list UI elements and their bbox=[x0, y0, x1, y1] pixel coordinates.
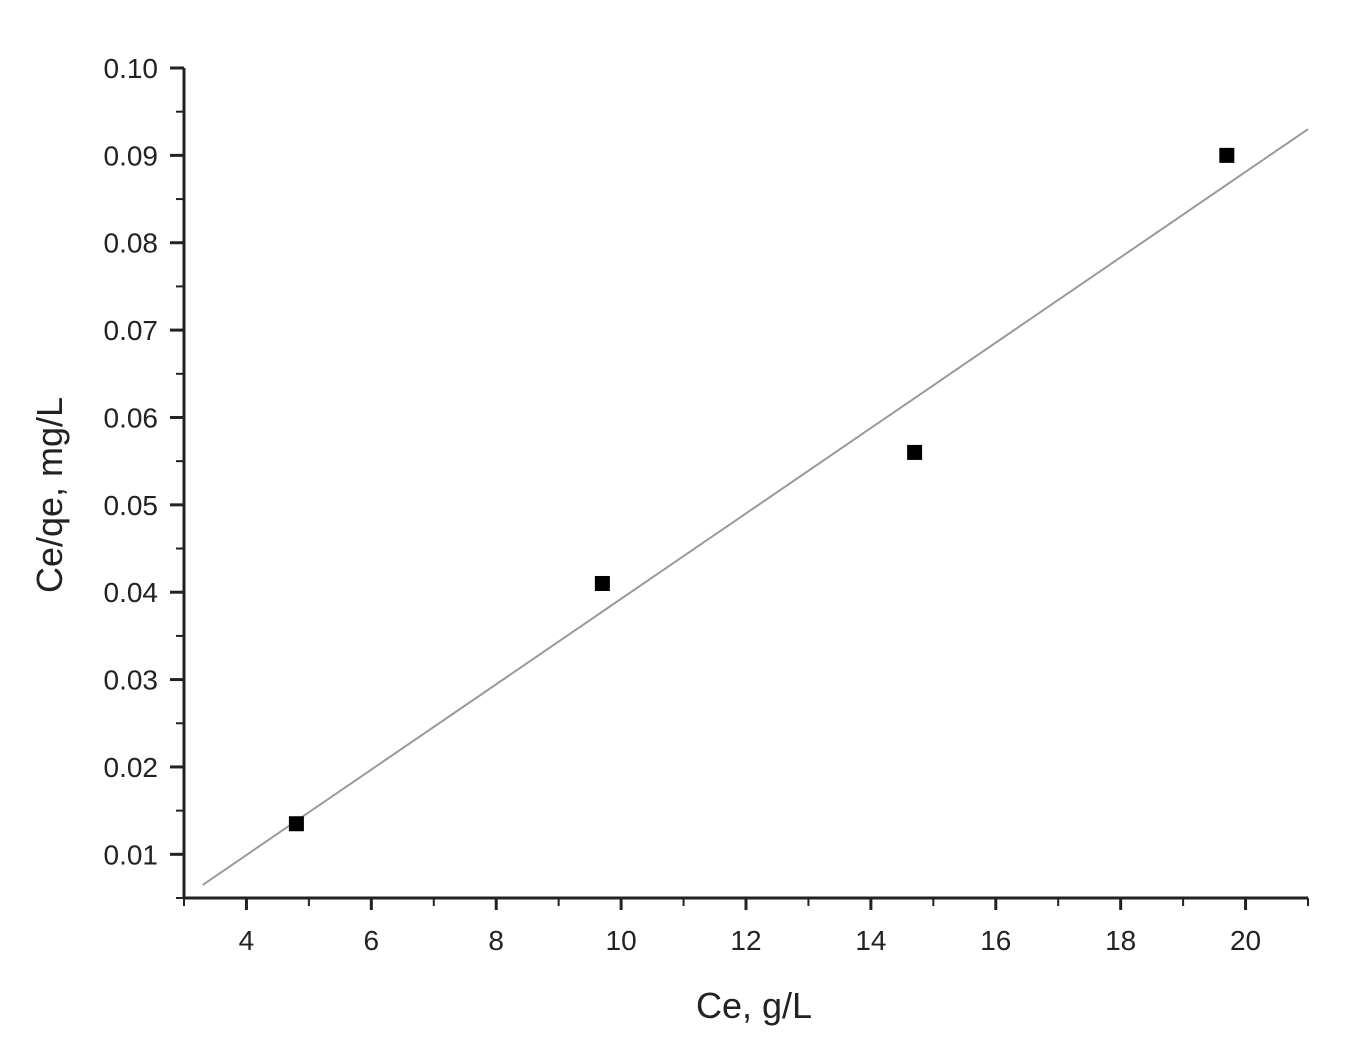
x-tick-label: 12 bbox=[730, 925, 761, 956]
y-tick-label: 0.03 bbox=[104, 665, 159, 696]
data-point bbox=[594, 575, 610, 591]
x-axis-title: Ce, g/L bbox=[696, 985, 812, 1026]
data-points bbox=[288, 147, 1235, 832]
y-axis-title: Ce/qe, mg/L bbox=[29, 397, 70, 593]
x-tick-label: 16 bbox=[980, 925, 1011, 956]
x-tick-label: 18 bbox=[1105, 925, 1136, 956]
fit-line bbox=[202, 128, 1309, 886]
y-tick-label: 0.08 bbox=[104, 228, 159, 259]
y-tick-label: 0.02 bbox=[104, 752, 159, 783]
x-tick-label: 14 bbox=[855, 925, 886, 956]
y-tick-label: 0.01 bbox=[104, 839, 159, 870]
y-tick-label: 0.04 bbox=[104, 577, 159, 608]
fit-line-group bbox=[202, 128, 1309, 886]
x-tick-label: 10 bbox=[606, 925, 637, 956]
y-tick-label: 0.06 bbox=[104, 402, 159, 433]
x-tick-label: 20 bbox=[1230, 925, 1261, 956]
y-tick-label: 0.05 bbox=[104, 490, 159, 521]
y-tick-label: 0.07 bbox=[104, 315, 159, 346]
x-tick-label: 6 bbox=[364, 925, 380, 956]
data-point bbox=[1219, 147, 1235, 163]
y-tick-label: 0.09 bbox=[104, 140, 159, 171]
y-tick-label: 0.10 bbox=[104, 53, 159, 84]
data-point bbox=[288, 816, 304, 832]
x-tick-label: 8 bbox=[488, 925, 504, 956]
axes: 0.01 0.02 0.03 0.04 0.05 0.06 0.07 0.08 0.09 0.10… bbox=[104, 53, 1309, 956]
x-tick-label: 4 bbox=[239, 925, 255, 956]
data-point bbox=[907, 444, 923, 460]
